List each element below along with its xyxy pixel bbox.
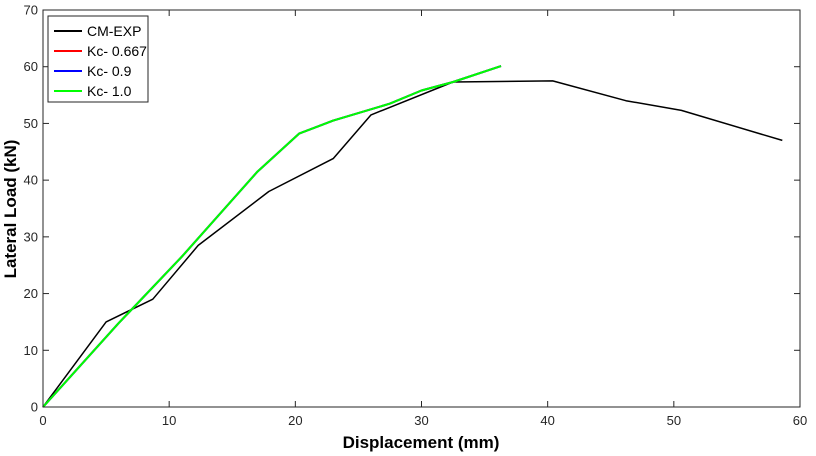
x-tick-label: 20 bbox=[288, 413, 302, 428]
x-axis-title: Displacement (mm) bbox=[343, 433, 500, 452]
series-layer bbox=[42, 65, 783, 408]
x-tick-label: 10 bbox=[162, 413, 176, 428]
legend-label-2: Kc- 0.667 bbox=[87, 43, 147, 59]
legend-label-4: Kc- 1.0 bbox=[87, 83, 132, 99]
legend-label-1: CM-EXP bbox=[87, 23, 141, 39]
y-tick-label: 30 bbox=[24, 229, 38, 244]
y-tick-label: 10 bbox=[24, 343, 38, 358]
legend: CM-EXP Kc- 0.667 Kc- 0.9 Kc- 1.0 bbox=[47, 15, 149, 103]
x-tick-label: 50 bbox=[667, 413, 681, 428]
y-tick-label: 20 bbox=[24, 286, 38, 301]
x-tick-label: 0 bbox=[39, 413, 46, 428]
y-tick-label: 40 bbox=[24, 173, 38, 188]
series-line-4 bbox=[42, 65, 502, 408]
y-tick-label: 0 bbox=[31, 400, 38, 415]
x-tick-label: 30 bbox=[414, 413, 428, 428]
x-tick-label: 40 bbox=[540, 413, 554, 428]
y-tick-label: 50 bbox=[24, 116, 38, 131]
tick-layer: 0 10 20 30 40 50 60 0 10 20 30 40 50 60 70 bbox=[24, 3, 808, 429]
y-tick-label: 70 bbox=[24, 3, 38, 18]
y-tick-label: 60 bbox=[24, 59, 38, 74]
x-tick-label: 60 bbox=[793, 413, 807, 428]
legend-label-3: Kc- 0.9 bbox=[87, 63, 132, 79]
y-axis-title: Lateral Load (kN) bbox=[1, 140, 20, 279]
series-line-1 bbox=[42, 80, 783, 408]
plot-area bbox=[42, 9, 801, 408]
